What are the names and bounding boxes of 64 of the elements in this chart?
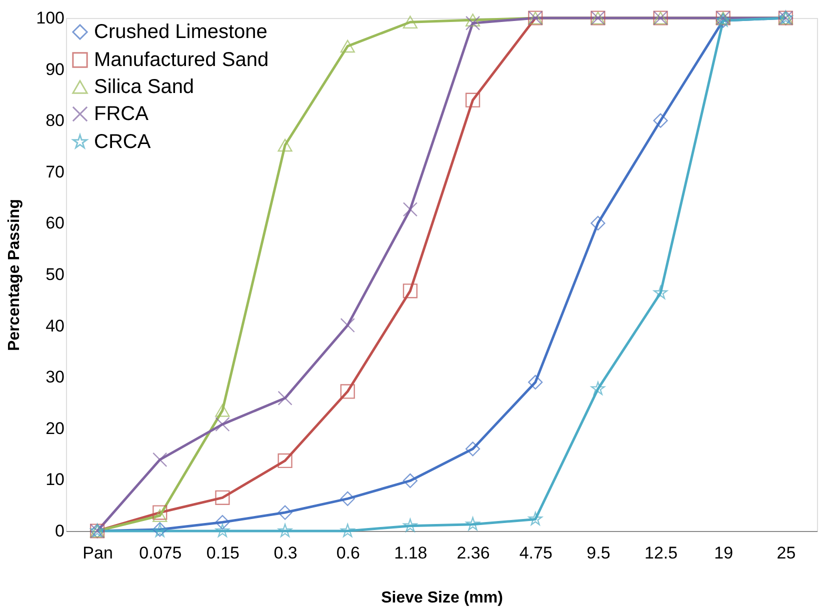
x-tick-label: 25 xyxy=(776,544,796,562)
point xyxy=(403,518,418,532)
x-tick-label: 9.5 xyxy=(586,544,610,562)
x-tick-label: 19 xyxy=(714,544,734,562)
point xyxy=(215,404,230,417)
x-tick-label: 1.18 xyxy=(394,544,428,562)
y-tick-label: 80 xyxy=(46,111,64,130)
y-tick-label: 100 xyxy=(36,8,64,28)
point xyxy=(465,92,480,108)
point xyxy=(590,216,606,231)
legend-label: CRCA xyxy=(94,131,152,153)
point xyxy=(152,452,168,467)
point xyxy=(465,16,480,30)
y-tick-label: 90 xyxy=(46,60,64,79)
x-tick-label: 12.5 xyxy=(644,544,678,562)
point xyxy=(215,490,230,505)
point xyxy=(340,40,355,53)
x-tick-label: 0.3 xyxy=(274,544,298,562)
y-tick-label: 40 xyxy=(46,316,64,336)
point xyxy=(152,505,168,520)
x-tick-label: Pan xyxy=(82,544,113,562)
point xyxy=(278,390,292,406)
point xyxy=(465,14,480,26)
legend-label: Manufactured Sand xyxy=(94,49,269,71)
point xyxy=(278,505,292,520)
legend-label: Silica Sand xyxy=(94,76,194,98)
x-tick-label: 2.36 xyxy=(456,544,490,562)
y-tick-label: 60 xyxy=(46,214,64,233)
legend-label: FRCA xyxy=(94,103,150,125)
point xyxy=(152,509,168,522)
point xyxy=(402,284,418,298)
y-tick-label: 50 xyxy=(46,265,64,284)
x-axis-title: Sieve Size (mm) xyxy=(381,590,503,606)
point xyxy=(402,16,418,29)
point xyxy=(215,524,230,538)
y-axis-title: Percentage Passing xyxy=(6,198,24,352)
x-tick-label: 0.6 xyxy=(336,544,360,562)
point xyxy=(278,453,292,468)
point xyxy=(402,202,418,217)
legend-label: Crushed Limestone xyxy=(94,21,268,43)
point xyxy=(528,512,542,526)
y-tick-label: 30 xyxy=(46,368,64,387)
x-tick-label: 0.075 xyxy=(139,544,182,562)
x-tick-label: 0.15 xyxy=(206,544,240,562)
point xyxy=(340,318,355,333)
point xyxy=(653,113,668,128)
point xyxy=(340,384,355,399)
y-tick-label: 0 xyxy=(55,522,64,540)
point xyxy=(402,473,418,488)
point xyxy=(215,514,230,530)
point xyxy=(590,382,605,395)
y-tick-label: 20 xyxy=(46,418,64,438)
point xyxy=(654,286,668,299)
x-tick-label: 4.75 xyxy=(519,544,552,562)
point xyxy=(528,374,543,390)
point xyxy=(215,416,230,432)
point xyxy=(278,524,292,538)
point xyxy=(340,524,355,538)
y-tick-label: 70 xyxy=(46,162,64,182)
point xyxy=(466,517,480,530)
y-tick-label: 10 xyxy=(46,470,64,490)
point xyxy=(278,138,292,152)
point xyxy=(465,442,480,456)
point xyxy=(340,491,355,506)
